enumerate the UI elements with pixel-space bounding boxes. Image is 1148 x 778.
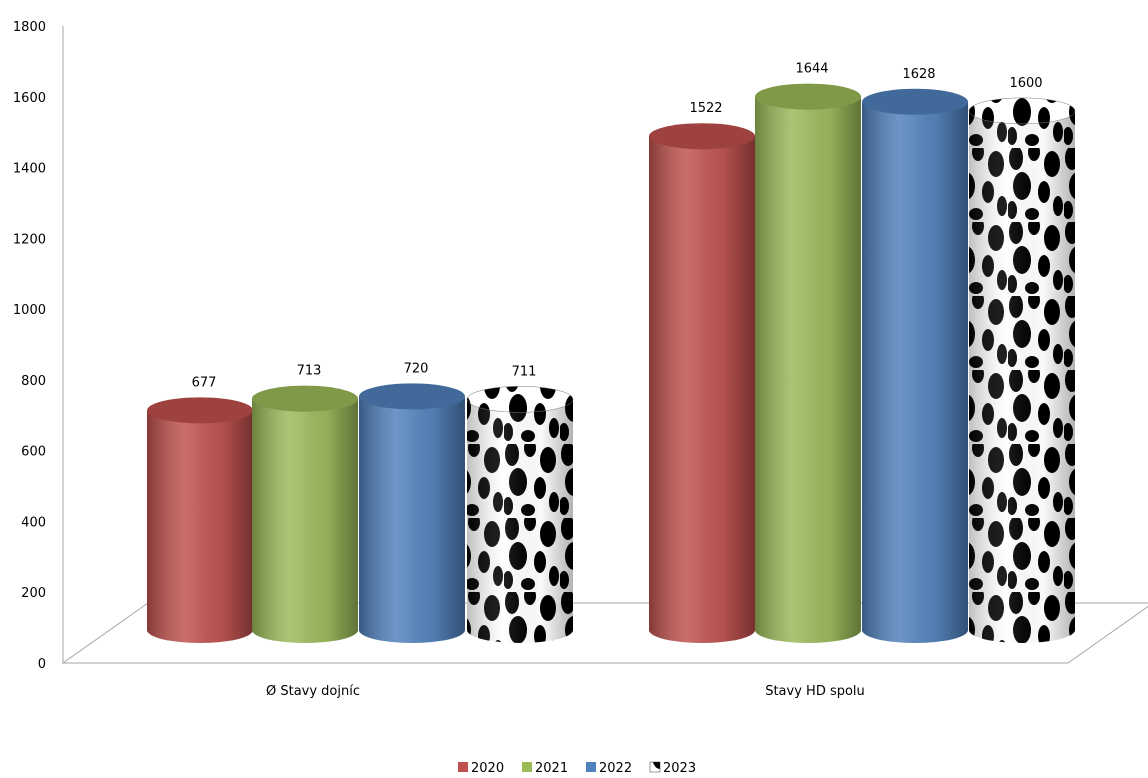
bar-top (649, 123, 755, 150)
y-tick-label: 600 (21, 445, 46, 460)
legend-label: 2023 (663, 761, 696, 776)
data-label: 1522 (689, 101, 722, 116)
legend-swatch (649, 761, 661, 773)
legend: 2020 2021 2022 2023 (458, 761, 696, 776)
bar-shading (862, 101, 968, 643)
bar-top (862, 88, 968, 115)
y-tick-label: 0 (38, 657, 46, 672)
legend-item-2021: 2021 (522, 761, 568, 776)
legend-label: 2022 (599, 761, 632, 776)
data-label: 1628 (902, 67, 935, 82)
bar-top (968, 97, 1076, 125)
data-label: 711 (512, 364, 537, 379)
bar-shading (755, 96, 861, 643)
y-tick-label: 200 (21, 586, 46, 601)
chart-floor (61, 602, 1148, 664)
bar-2021-stavy-hd-spolu (755, 83, 861, 643)
y-tick-label: 1200 (13, 232, 46, 247)
bar-top (755, 83, 861, 110)
legend-item-2022: 2022 (586, 761, 632, 776)
legend-label: 2020 (471, 761, 504, 776)
legend-swatch (458, 762, 468, 772)
legend-swatch (522, 762, 532, 772)
data-label: 677 (192, 375, 217, 390)
bar-2020-stavy-dojnic (147, 397, 253, 643)
bar-shading (649, 136, 755, 643)
data-labels: 677 713 720 711 1522 1644 1628 1600 (192, 62, 1043, 391)
bar-shading (147, 410, 253, 643)
legend-item-2023: 2023 (649, 761, 696, 776)
bar-shading (969, 110, 1075, 643)
bar-2021-stavy-dojnic (252, 385, 358, 643)
bar-top (466, 386, 574, 413)
x-category-label: Stavy HD spolu (765, 684, 865, 699)
bar-2020-stavy-hd-spolu (649, 123, 755, 643)
bar-2023-stavy-dojnic (466, 386, 574, 643)
bar-shading (467, 399, 573, 643)
bar-2022-stavy-dojnic (359, 383, 465, 643)
legend-item-2020: 2020 (458, 761, 504, 776)
axes: 0 200 400 600 800 1000 1200 1400 1600 1800 Ø Stavy… (13, 20, 1148, 699)
bars (147, 83, 1076, 643)
y-tick-label: 1000 (13, 303, 46, 318)
bar-top (359, 383, 465, 410)
bar-shading (252, 398, 358, 643)
y-tick-label: 1600 (13, 91, 46, 106)
data-label: 713 (297, 364, 322, 379)
bar-2023-stavy-hd-spolu (968, 97, 1076, 643)
bar-shading (359, 396, 465, 643)
bar-top (147, 397, 253, 424)
data-label: 1600 (1009, 76, 1042, 91)
y-tick-label: 400 (21, 515, 46, 530)
data-label: 720 (404, 361, 429, 376)
y-tick-label: 1800 (13, 20, 46, 35)
bar-2022-stavy-hd-spolu (862, 88, 968, 643)
x-category-label: Ø Stavy dojníc (266, 684, 360, 699)
y-tick-label: 1400 (13, 162, 46, 177)
data-label: 1644 (795, 62, 828, 77)
legend-swatch (586, 762, 596, 772)
y-tick-label: 800 (21, 374, 46, 389)
bar-top (252, 385, 358, 412)
legend-label: 2021 (535, 761, 568, 776)
